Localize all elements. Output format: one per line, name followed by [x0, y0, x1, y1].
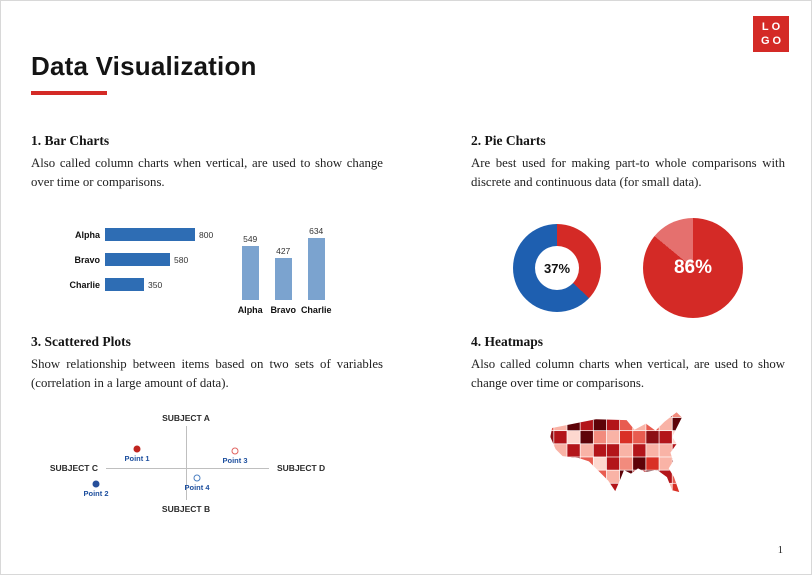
section-heading-pie-charts: 2. Pie Charts [471, 133, 546, 148]
us-heatmap [543, 407, 785, 526]
bar [105, 253, 170, 267]
bar-category-label: Bravo [74, 254, 100, 265]
section-body-bar-charts: Also called column charts when vertical,… [31, 156, 383, 190]
scatter-point-label: Point 2 [83, 489, 109, 499]
bar-row: Alpha 800 [63, 228, 214, 242]
bar-category-label: Alpha [237, 305, 263, 316]
scatter-point [193, 474, 201, 482]
section-heading-bar-charts: 1. Bar Charts [31, 133, 110, 148]
scatter-point-label: Point 4 [184, 483, 210, 493]
scatter-point [92, 480, 100, 488]
bar-category-label: Bravo [270, 305, 296, 316]
axis-label-right: SUBJECT D [277, 463, 326, 474]
bar-column: 427 Bravo [270, 246, 296, 316]
scatter-point-label: Point 3 [222, 456, 248, 466]
vertical-bar-chart: 549 Alpha 427 Bravo 634 Charlie [237, 226, 332, 316]
bar-row: Charlie 350 [63, 278, 213, 292]
section-pie-charts: 2. Pie Charts Are best used for making p… [471, 133, 785, 319]
bar [241, 246, 259, 301]
axis-label-top: SUBJECT A [162, 413, 210, 424]
bar-column: 634 Charlie [301, 226, 332, 315]
scatter-plot: SUBJECT A SUBJECT B SUBJECT C SUBJECT D Poin… [31, 409, 325, 524]
axis-label-left: SUBJECT C [49, 463, 98, 474]
pie-charts-group: 37% 86% [471, 218, 785, 319]
bar [307, 238, 325, 301]
page-number: 1 [777, 545, 783, 556]
bar-value-label: 800 [199, 229, 214, 240]
horizontal-bar-chart: Alpha 800 Bravo 580 Charlie 350 [63, 216, 213, 303]
section-heatmaps: 4. Heatmaps Also called column charts wh… [471, 334, 785, 526]
bar-category-label: Alpha [74, 229, 100, 240]
bar-value-label: 549 [243, 234, 258, 245]
y-axis [186, 426, 187, 501]
bar-row: Bravo 580 [63, 253, 213, 267]
section-heading-heatmaps: 4. Heatmaps [471, 334, 543, 349]
section-scatter-plots: 3. Scattered Plots Show relationship bet… [31, 334, 383, 524]
bar-category-label: Charlie [300, 305, 332, 316]
bar-value-label: 580 [174, 254, 189, 265]
pie-value-label: 86% [673, 257, 713, 279]
pie-value-label: 37% [543, 260, 571, 276]
bar-value-label: 350 [148, 279, 163, 290]
logo: LO GO [753, 16, 789, 52]
scatter-point-label: Point 1 [124, 454, 150, 464]
bar-value-label: 427 [276, 246, 291, 257]
section-heading-scatter-plots: 3. Scattered Plots [31, 334, 131, 349]
pie-chart: 86% [643, 218, 743, 319]
section-body-heatmaps: Also called column charts when vertical,… [471, 357, 785, 391]
logo-line-2: GO [760, 35, 785, 47]
section-bar-charts: 1. Bar Charts Also called column charts … [31, 133, 383, 315]
bar-category-label: Charlie [69, 279, 100, 290]
us-map-svg [550, 412, 682, 493]
title-underline [31, 91, 107, 95]
donut-hole: 37% [535, 246, 579, 291]
bar-value-label: 634 [309, 226, 324, 237]
scatter-point [231, 447, 239, 455]
bar [274, 258, 292, 301]
page-title: Data Visualization [31, 51, 257, 81]
x-axis [106, 468, 269, 470]
scatter-point [133, 445, 141, 453]
section-body-pie-charts: Are best used for making part-to whole c… [471, 156, 785, 190]
donut-chart: 37% [513, 224, 601, 313]
bar [105, 278, 144, 292]
bar-column: 549 Alpha [237, 234, 263, 316]
bar-charts-group: Alpha 800 Bravo 580 Charlie 350 549 Alpha 427 Br… [31, 216, 383, 315]
bar [105, 228, 195, 242]
axis-label-bottom: SUBJECT B [161, 504, 211, 515]
logo-line-1: LO [761, 21, 784, 33]
section-body-scatter-plots: Show relationship between items based on… [31, 357, 383, 391]
